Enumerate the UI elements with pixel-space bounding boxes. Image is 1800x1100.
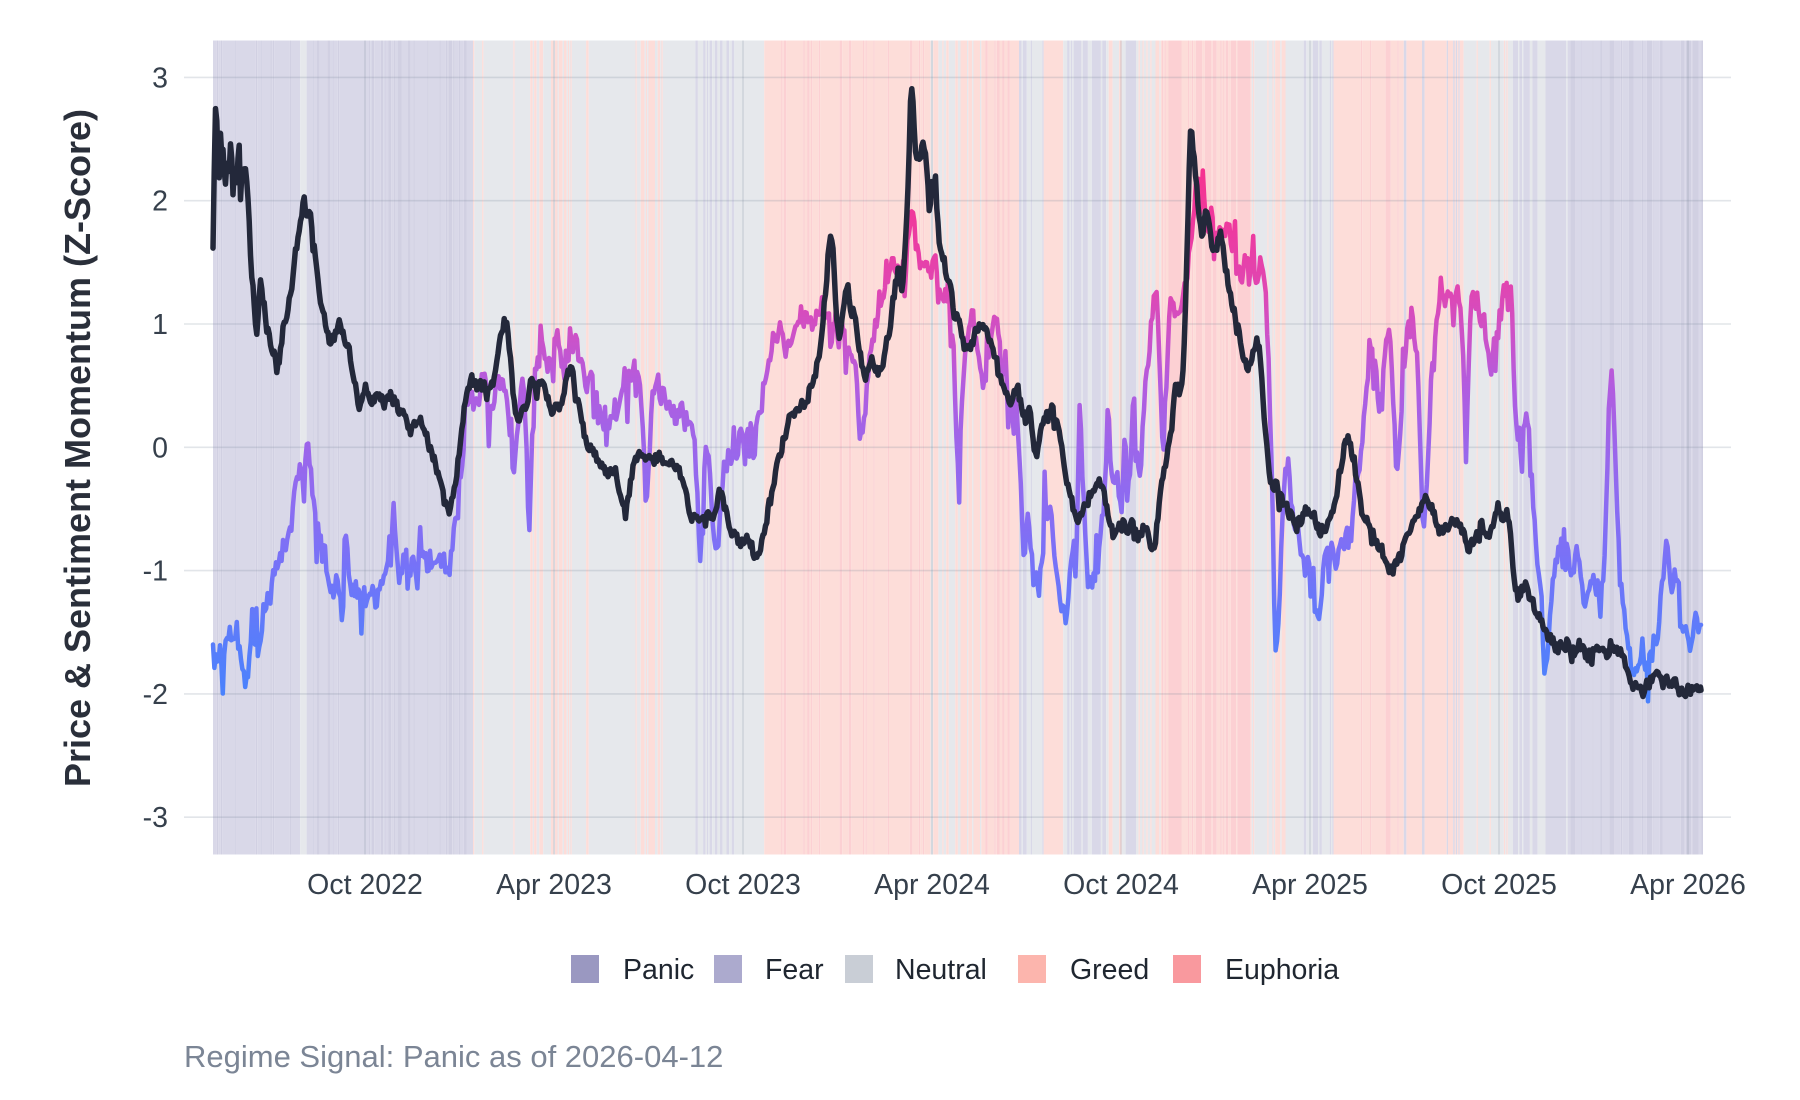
svg-text:Greed: Greed xyxy=(1070,954,1149,986)
svg-text:0: 0 xyxy=(152,432,168,464)
svg-text:Neutral: Neutral xyxy=(895,954,987,986)
svg-text:-2: -2 xyxy=(143,679,168,711)
svg-text:Panic: Panic xyxy=(623,954,694,986)
svg-text:1: 1 xyxy=(152,309,168,341)
svg-text:Apr 2025: Apr 2025 xyxy=(1252,869,1368,901)
svg-text:Apr 2026: Apr 2026 xyxy=(1630,869,1746,901)
svg-text:3: 3 xyxy=(152,62,168,94)
svg-text:Apr 2024: Apr 2024 xyxy=(874,869,990,901)
svg-text:Oct 2025: Oct 2025 xyxy=(1441,869,1557,901)
svg-text:-1: -1 xyxy=(143,556,168,588)
svg-text:Apr 2023: Apr 2023 xyxy=(496,869,612,901)
svg-text:-3: -3 xyxy=(143,802,168,834)
svg-text:Oct 2024: Oct 2024 xyxy=(1063,869,1179,901)
svg-text:Euphoria: Euphoria xyxy=(1225,954,1339,986)
svg-text:2: 2 xyxy=(152,186,168,218)
svg-text:Oct 2022: Oct 2022 xyxy=(307,869,423,901)
svg-text:Fear: Fear xyxy=(765,954,824,986)
svg-text:Price & Sentiment Momentum (Z-: Price & Sentiment Momentum (Z-Score) xyxy=(57,109,98,787)
svg-text:Oct 2023: Oct 2023 xyxy=(685,869,801,901)
svg-text:Regime Signal: Panic as of 202: Regime Signal: Panic as of 2026-04-12 xyxy=(184,1039,723,1074)
